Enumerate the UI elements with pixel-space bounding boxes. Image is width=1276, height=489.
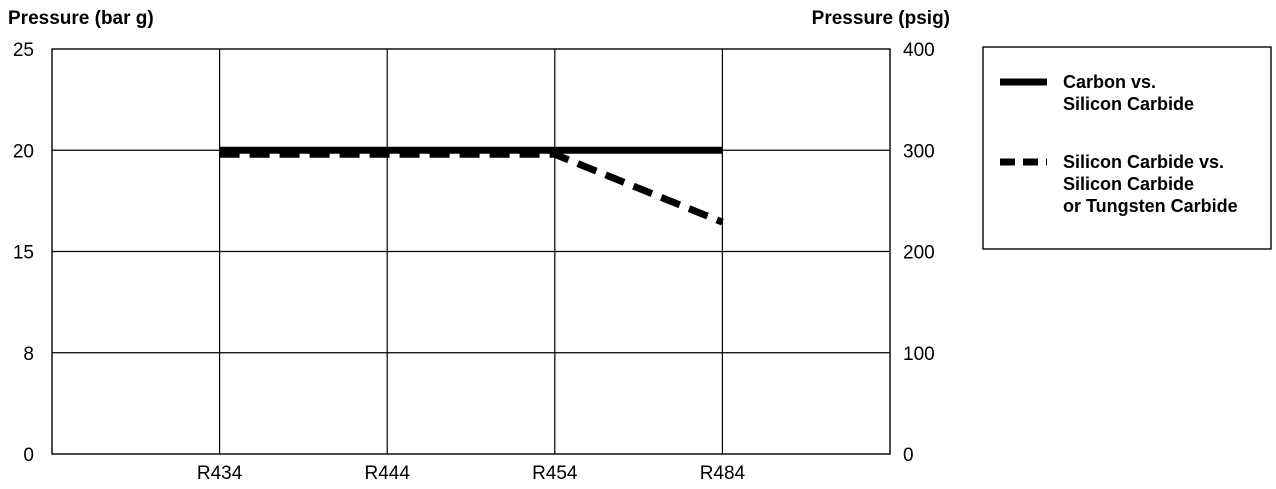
plot-area: 25 20 15 8 0 400 300 200 100 0 R434 R444 R454 R484 — [13, 40, 935, 484]
left-tick-label: 8 — [23, 344, 34, 365]
right-tick-label: 200 — [903, 243, 935, 264]
left-tick-label: 0 — [23, 445, 34, 466]
left-axis-title: Pressure (bar g) — [8, 8, 154, 29]
right-tick-label: 400 — [903, 40, 935, 61]
right-axis-title: Pressure (psig) — [812, 8, 950, 29]
left-tick-label: 25 — [13, 40, 34, 61]
right-tick-label: 0 — [903, 445, 914, 466]
left-tick-label: 15 — [13, 243, 34, 264]
right-tick-label: 300 — [903, 141, 935, 162]
plot-frame — [51, 48, 891, 455]
x-tick-label: R444 — [364, 463, 410, 484]
legend-label: or Tungsten Carbide — [1063, 196, 1238, 216]
legend-label: Carbon vs. — [1063, 72, 1156, 92]
x-tick-label: R484 — [700, 463, 746, 484]
series-line-dashed — [219, 150, 724, 226]
left-tick-label: 20 — [13, 141, 34, 162]
x-tick-label: R454 — [532, 463, 578, 484]
legend-label: Silicon Carbide — [1063, 94, 1194, 114]
right-tick-label: 100 — [903, 344, 935, 365]
legend-label: Silicon Carbide — [1063, 174, 1194, 194]
x-tick-label: R434 — [197, 463, 243, 484]
legend-label: Silicon Carbide vs. — [1063, 152, 1224, 172]
